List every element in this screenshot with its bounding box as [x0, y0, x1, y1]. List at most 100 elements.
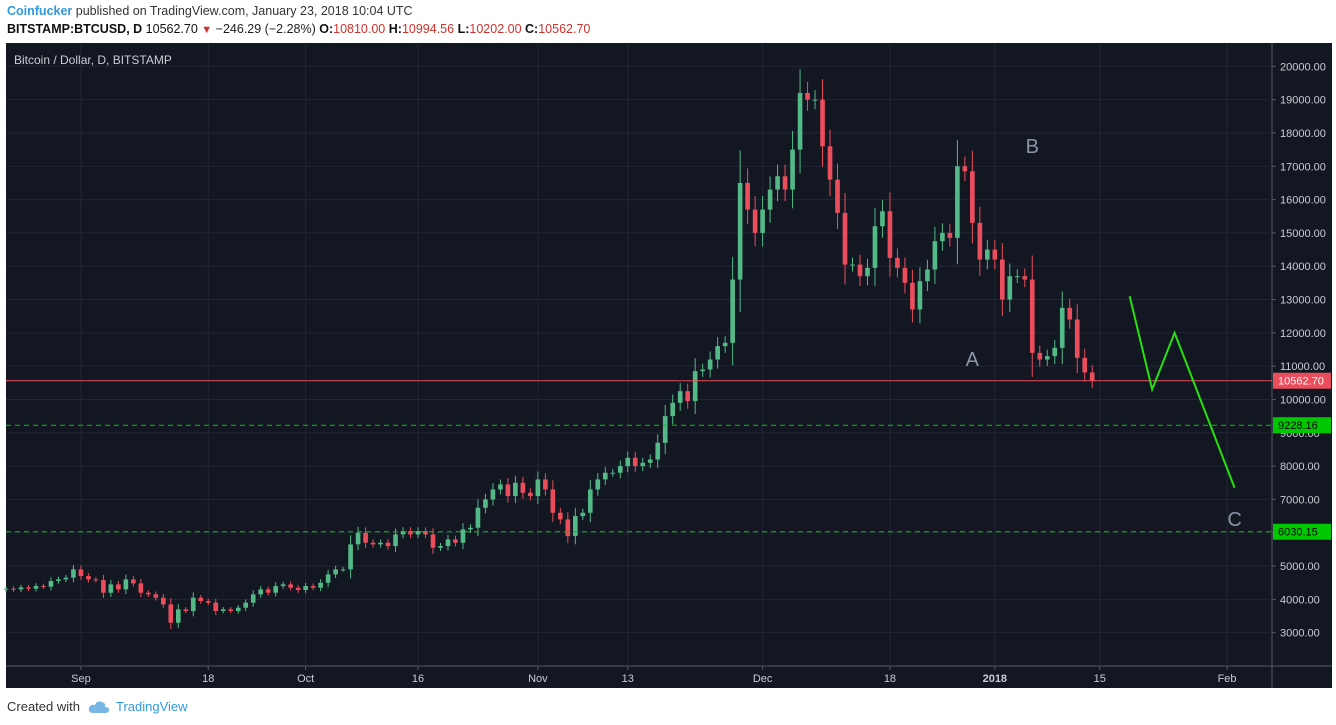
candle-body	[220, 609, 226, 612]
y-tick-label: 4000.00	[1280, 594, 1320, 606]
close-value: 10562.70	[538, 22, 591, 36]
candle-body	[947, 232, 953, 238]
candle-body	[587, 489, 593, 513]
candle-body	[438, 546, 443, 548]
candle-body	[205, 601, 211, 603]
candle-body	[1082, 357, 1088, 373]
candle-body	[198, 597, 204, 602]
candle-body	[33, 586, 39, 589]
high-value: 10994.56	[401, 22, 455, 36]
candle-body	[857, 264, 863, 277]
candle-body	[925, 269, 930, 282]
candle-body	[880, 211, 885, 227]
chart-title: Bitcoin / Dollar, D, BITSTAMP	[14, 53, 172, 67]
candle-body	[131, 579, 136, 584]
candle-body	[752, 209, 758, 233]
candle-body	[797, 92, 803, 150]
candle-body	[835, 179, 840, 213]
candle-body	[558, 512, 563, 520]
candle-body	[970, 171, 975, 223]
low-value: 10202.00	[469, 22, 522, 36]
y-tick-label: 20000.00	[1280, 61, 1326, 73]
candle-body	[445, 539, 451, 547]
candle-body	[101, 580, 106, 593]
candle-body	[430, 534, 436, 548]
candle-body	[1037, 352, 1043, 360]
candle-body	[543, 479, 548, 490]
x-tick-label: Nov	[528, 673, 548, 685]
candle-body	[318, 582, 323, 588]
wave-label-b: B	[1026, 136, 1039, 158]
candle-body	[1007, 276, 1013, 300]
author-link[interactable]: Coinfucker	[7, 4, 73, 18]
price-chart[interactable]: 3000.004000.005000.006000.007000.008000.…	[0, 43, 1336, 689]
last-price-label-background	[1273, 372, 1331, 389]
candle-body	[295, 587, 301, 591]
candle-body	[78, 569, 84, 577]
candle-body	[86, 576, 91, 580]
low-label: L:	[457, 22, 470, 36]
candle-body	[632, 457, 638, 467]
x-tick-label: 2018	[983, 673, 1007, 685]
candle-body	[737, 182, 743, 280]
candle-body	[820, 99, 825, 147]
support-label-upper-background	[1273, 417, 1331, 434]
candle-body	[460, 529, 466, 543]
candle-body	[767, 189, 773, 210]
candle-body	[183, 609, 189, 612]
candle-body	[355, 532, 361, 545]
candle-body	[565, 519, 571, 537]
candle-body	[160, 597, 166, 605]
symbol-label: BITSTAMP:BTCUSD, D	[7, 22, 143, 36]
candle-body	[1022, 276, 1028, 280]
candle-body	[955, 166, 960, 238]
support-label-lower-background	[1273, 523, 1331, 540]
publish-info: published on TradingView.com, January 23…	[75, 4, 413, 18]
price-axis-background	[1272, 43, 1332, 666]
x-tick-label: Sep	[71, 673, 91, 685]
candle-body	[273, 586, 279, 593]
y-tick-label: 3000.00	[1280, 628, 1320, 640]
candle-body	[1052, 347, 1058, 357]
candle-body	[348, 544, 353, 570]
candle-body	[258, 589, 264, 595]
candle-body	[303, 586, 308, 591]
candle-body	[265, 589, 271, 593]
y-tick-label: 17000.00	[1280, 161, 1326, 173]
support-label-upper: 9228.16	[1278, 420, 1318, 432]
candle-body	[63, 577, 69, 580]
candle-body	[685, 391, 691, 402]
y-tick-label: 18000.00	[1280, 128, 1326, 140]
x-tick-label: 18	[202, 673, 214, 685]
candle-body	[812, 99, 818, 101]
y-tick-label: 14000.00	[1280, 261, 1326, 273]
candle-body	[610, 472, 616, 474]
candle-body	[827, 146, 833, 180]
candle-body	[932, 241, 938, 270]
candle-body	[573, 516, 578, 537]
last-price: 10562.70	[145, 22, 198, 36]
candle-body	[400, 531, 406, 535]
candle-body	[999, 259, 1005, 300]
candle-body	[41, 586, 46, 588]
created-with-label: Created with	[7, 699, 80, 714]
candle-body	[243, 602, 249, 608]
candle-body	[250, 594, 256, 603]
candle-body	[363, 532, 368, 543]
candle-body	[213, 602, 219, 612]
candle-body	[93, 579, 99, 581]
y-tick-label: 19000.00	[1280, 95, 1326, 107]
candle-body	[453, 539, 458, 543]
candle-body	[26, 587, 31, 589]
tradingview-link[interactable]: TradingView	[115, 699, 188, 714]
y-tick-label: 15000.00	[1280, 228, 1326, 240]
candle-body	[977, 222, 983, 260]
candle-body	[310, 586, 316, 588]
candle-body	[280, 584, 286, 587]
y-tick-label: 13000.00	[1280, 295, 1326, 307]
candle-body	[520, 482, 526, 493]
candle-body	[1044, 356, 1050, 360]
support-label-lower: 6030.15	[1278, 527, 1318, 539]
candle-body	[985, 249, 990, 260]
x-tick-label: Oct	[297, 673, 314, 685]
